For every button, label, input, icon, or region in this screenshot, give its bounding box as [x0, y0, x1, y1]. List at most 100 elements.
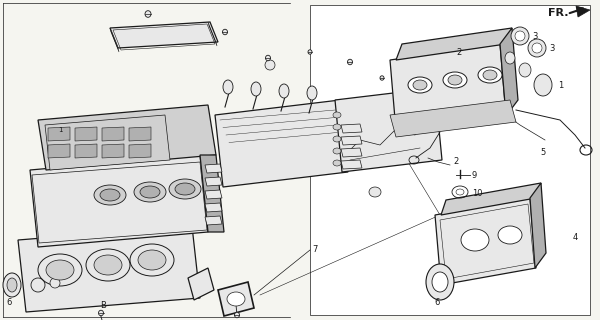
Ellipse shape: [534, 74, 552, 96]
Polygon shape: [435, 198, 536, 285]
Ellipse shape: [478, 67, 502, 83]
Ellipse shape: [483, 70, 497, 80]
Ellipse shape: [227, 292, 245, 306]
Polygon shape: [48, 127, 70, 141]
Polygon shape: [48, 144, 70, 158]
Text: 10: 10: [472, 189, 482, 198]
Ellipse shape: [333, 148, 341, 154]
Ellipse shape: [333, 124, 341, 130]
Polygon shape: [215, 100, 348, 187]
Polygon shape: [205, 177, 222, 186]
Ellipse shape: [50, 278, 60, 288]
Text: FR.: FR.: [548, 8, 568, 18]
Ellipse shape: [498, 226, 522, 244]
Ellipse shape: [265, 60, 275, 70]
Polygon shape: [102, 144, 124, 158]
Ellipse shape: [46, 260, 74, 280]
Ellipse shape: [94, 255, 122, 275]
Polygon shape: [205, 190, 222, 199]
Ellipse shape: [461, 229, 489, 251]
Polygon shape: [110, 22, 218, 48]
Polygon shape: [38, 105, 216, 170]
Ellipse shape: [223, 80, 233, 94]
Ellipse shape: [307, 86, 317, 100]
Polygon shape: [188, 268, 214, 300]
Ellipse shape: [175, 183, 195, 195]
Ellipse shape: [505, 52, 515, 64]
Ellipse shape: [235, 312, 239, 318]
Polygon shape: [30, 155, 208, 247]
Ellipse shape: [3, 273, 21, 297]
Polygon shape: [341, 148, 362, 157]
Ellipse shape: [145, 11, 151, 17]
Ellipse shape: [511, 27, 529, 45]
Text: 7: 7: [312, 245, 317, 254]
Polygon shape: [200, 155, 224, 232]
Polygon shape: [205, 164, 222, 173]
Polygon shape: [576, 6, 590, 17]
Ellipse shape: [448, 75, 462, 85]
Ellipse shape: [519, 63, 531, 77]
Ellipse shape: [333, 160, 341, 166]
Ellipse shape: [308, 50, 312, 54]
Ellipse shape: [432, 272, 448, 292]
Text: 1: 1: [558, 81, 563, 90]
Polygon shape: [335, 88, 442, 172]
Polygon shape: [18, 226, 200, 312]
Ellipse shape: [408, 77, 432, 93]
Ellipse shape: [426, 264, 454, 300]
Polygon shape: [530, 183, 546, 268]
Text: B: B: [100, 301, 106, 310]
Ellipse shape: [515, 31, 525, 41]
Ellipse shape: [528, 39, 546, 57]
Polygon shape: [310, 5, 590, 315]
Ellipse shape: [532, 43, 542, 53]
Text: 1: 1: [58, 127, 62, 133]
Ellipse shape: [443, 72, 467, 88]
Polygon shape: [208, 22, 217, 46]
Polygon shape: [75, 127, 97, 141]
Ellipse shape: [134, 182, 166, 202]
Polygon shape: [341, 160, 362, 169]
Polygon shape: [205, 203, 222, 212]
Ellipse shape: [223, 29, 227, 35]
Polygon shape: [110, 28, 119, 52]
Ellipse shape: [333, 112, 341, 118]
Polygon shape: [218, 282, 254, 316]
Polygon shape: [390, 100, 516, 137]
Ellipse shape: [333, 136, 341, 142]
Ellipse shape: [380, 76, 384, 80]
Polygon shape: [32, 162, 207, 243]
Polygon shape: [102, 127, 124, 141]
Ellipse shape: [7, 278, 17, 292]
Polygon shape: [441, 183, 541, 215]
Ellipse shape: [279, 84, 289, 98]
Polygon shape: [75, 144, 97, 158]
Text: 2: 2: [453, 157, 458, 166]
Text: 9: 9: [472, 171, 477, 180]
Polygon shape: [500, 28, 518, 116]
Ellipse shape: [347, 59, 352, 65]
Text: 3: 3: [549, 44, 554, 53]
Polygon shape: [396, 28, 512, 60]
Polygon shape: [341, 124, 362, 133]
Polygon shape: [129, 127, 151, 141]
Ellipse shape: [98, 310, 104, 316]
Ellipse shape: [169, 179, 201, 199]
Text: 6: 6: [6, 298, 11, 307]
Ellipse shape: [413, 80, 427, 90]
Ellipse shape: [94, 185, 126, 205]
Ellipse shape: [369, 187, 381, 197]
Text: 6: 6: [434, 298, 439, 307]
Polygon shape: [205, 216, 222, 225]
Polygon shape: [390, 44, 506, 131]
Ellipse shape: [100, 189, 120, 201]
Text: 4: 4: [573, 233, 578, 242]
Text: 3: 3: [532, 32, 538, 41]
Text: 5: 5: [540, 148, 545, 157]
Polygon shape: [341, 136, 362, 145]
Ellipse shape: [251, 82, 261, 96]
Text: 2: 2: [456, 48, 461, 57]
Polygon shape: [45, 115, 170, 170]
Ellipse shape: [140, 186, 160, 198]
